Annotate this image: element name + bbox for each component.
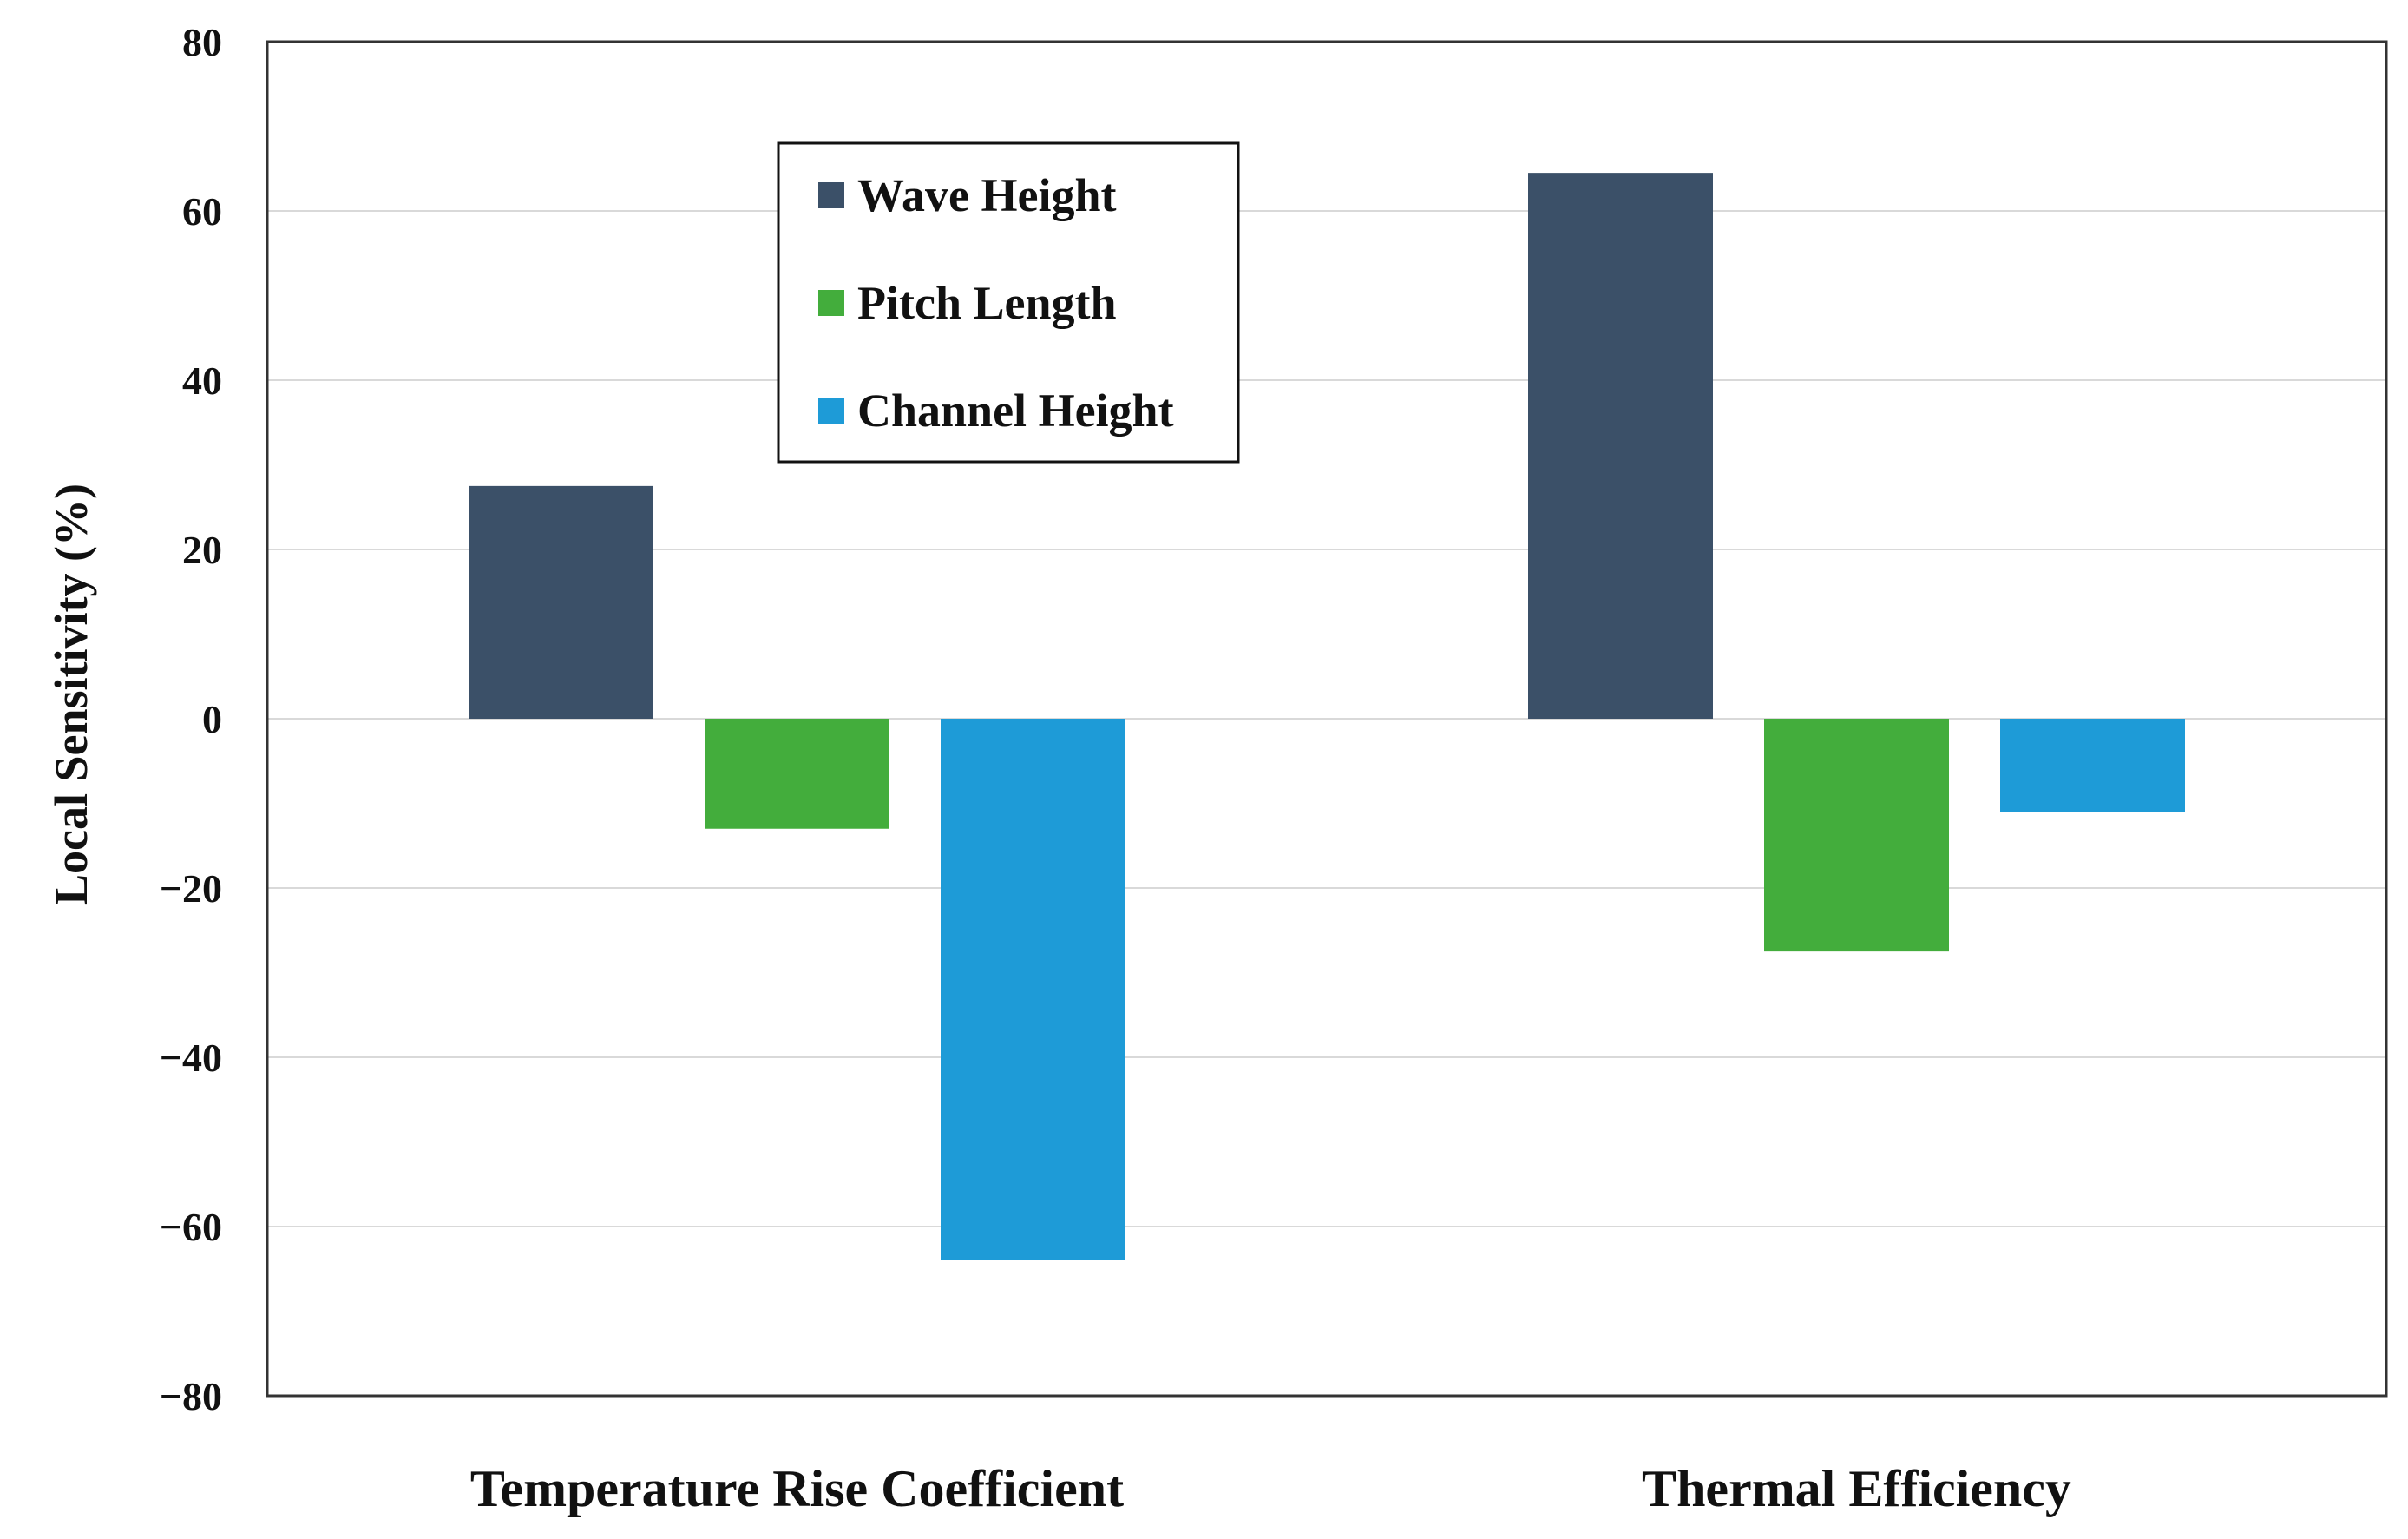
y-tick-label: 60 <box>182 189 222 233</box>
legend-box <box>777 141 1240 464</box>
x-axis-categories: Temperature Rise Coefficient Thermal Effi… <box>470 1460 2071 1517</box>
y-tick-label: 80 <box>182 20 222 64</box>
y-tick-label: −80 <box>160 1374 222 1418</box>
y-axis-title: Local Sensitivity (%) <box>45 483 97 905</box>
y-tick-label: −40 <box>160 1036 222 1080</box>
y-tick-label: 40 <box>182 358 222 403</box>
legend-label: Pitch Length <box>857 277 1117 329</box>
bars <box>469 173 2185 1260</box>
legend-label: Wave Height <box>857 169 1116 221</box>
bar-pitch-length <box>705 719 889 829</box>
y-tick-label: −20 <box>160 866 222 911</box>
x-category-label: Thermal Efficiency <box>1642 1460 2071 1517</box>
bar-channel-height <box>2000 719 2185 812</box>
x-category-label: Temperature Rise Coefficient <box>470 1460 1124 1517</box>
legend: Wave Height Pitch Length Channel Height <box>777 141 1240 464</box>
y-tick-label: −60 <box>160 1205 222 1249</box>
bar-wave-height <box>469 485 653 719</box>
legend-swatch <box>818 290 844 316</box>
bar-pitch-length <box>1764 719 1949 952</box>
y-tick-label: 20 <box>182 528 222 572</box>
legend-swatch <box>818 398 844 424</box>
y-axis-ticks: 80 60 40 20 0 −20 −40 −60 −80 <box>160 20 222 1418</box>
plot-area-frame <box>266 40 2388 1398</box>
y-tick-label: 0 <box>202 697 222 741</box>
bar-wave-height <box>1528 173 1713 719</box>
legend-label: Channel Height <box>857 385 1174 437</box>
legend-swatch <box>818 182 844 208</box>
bar-channel-height <box>941 719 1125 1260</box>
